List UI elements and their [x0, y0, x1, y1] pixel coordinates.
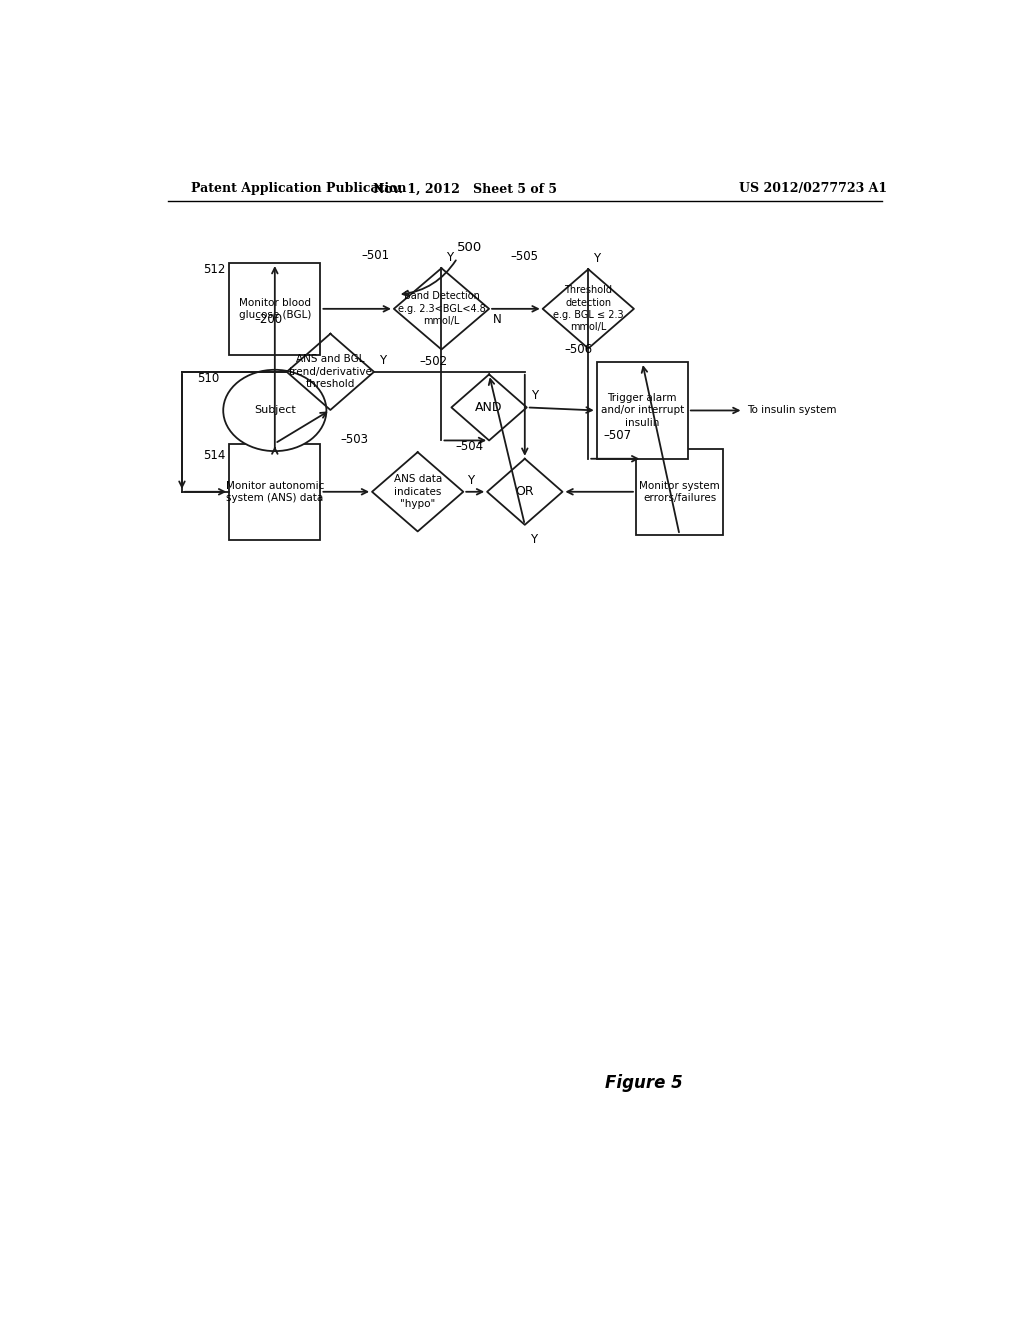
Text: US 2012/0277723 A1: US 2012/0277723 A1 — [739, 182, 887, 195]
Text: –504: –504 — [455, 440, 483, 453]
Text: Y: Y — [530, 389, 538, 403]
Polygon shape — [452, 375, 526, 441]
Text: Y: Y — [529, 533, 537, 546]
Text: To insulin system: To insulin system — [748, 405, 837, 416]
Text: Monitor system
errors/failures: Monitor system errors/failures — [639, 480, 720, 503]
Text: –501: –501 — [361, 249, 390, 263]
Text: –505: –505 — [511, 249, 539, 263]
Text: Y: Y — [467, 474, 474, 487]
Polygon shape — [287, 334, 374, 411]
Polygon shape — [372, 453, 463, 532]
Text: ANS and BGL
trend/derivative
threshold: ANS and BGL trend/derivative threshold — [289, 355, 373, 389]
Text: AND: AND — [475, 401, 503, 414]
Polygon shape — [487, 459, 562, 525]
Text: Trigger alarm
and/or interrupt
insulin: Trigger alarm and/or interrupt insulin — [601, 393, 684, 428]
Text: OR: OR — [515, 486, 535, 498]
Text: Nov. 1, 2012   Sheet 5 of 5: Nov. 1, 2012 Sheet 5 of 5 — [374, 182, 557, 195]
Text: Y: Y — [446, 251, 454, 264]
Text: Monitor autonomic
system (ANS) data: Monitor autonomic system (ANS) data — [225, 480, 324, 503]
Text: 512: 512 — [203, 263, 225, 276]
Text: Band Detection
e.g. 2.3<BGL<4.8
mmol/L: Band Detection e.g. 2.3<BGL<4.8 mmol/L — [397, 292, 485, 326]
Ellipse shape — [223, 370, 327, 451]
Polygon shape — [394, 268, 489, 350]
Text: Y: Y — [593, 252, 600, 265]
Bar — [597, 362, 688, 459]
Text: Y: Y — [379, 354, 386, 367]
Bar — [229, 263, 321, 355]
Text: Patent Application Publication: Patent Application Publication — [191, 182, 407, 195]
Text: 514: 514 — [203, 449, 225, 462]
Text: 510: 510 — [197, 372, 219, 385]
Bar — [636, 449, 723, 535]
Text: Subject: Subject — [254, 405, 296, 416]
Bar — [229, 444, 321, 540]
Text: Figure 5: Figure 5 — [605, 1074, 683, 1093]
Text: –507: –507 — [604, 429, 632, 442]
Text: Threshold
detection
e.g. BGL ≤ 2.3
mmol/L: Threshold detection e.g. BGL ≤ 2.3 mmol/… — [553, 285, 624, 333]
Text: –200: –200 — [255, 313, 283, 326]
Text: –506: –506 — [564, 343, 593, 356]
Text: Monitor blood
glucose (BGL): Monitor blood glucose (BGL) — [239, 297, 311, 319]
Text: –503: –503 — [340, 433, 368, 446]
FancyArrowPatch shape — [402, 260, 456, 296]
Text: ANS data
indicates
"hypo": ANS data indicates "hypo" — [393, 474, 441, 510]
Text: –502: –502 — [419, 355, 447, 368]
Text: 500: 500 — [457, 242, 482, 255]
Polygon shape — [543, 269, 634, 348]
Text: N: N — [494, 313, 502, 326]
